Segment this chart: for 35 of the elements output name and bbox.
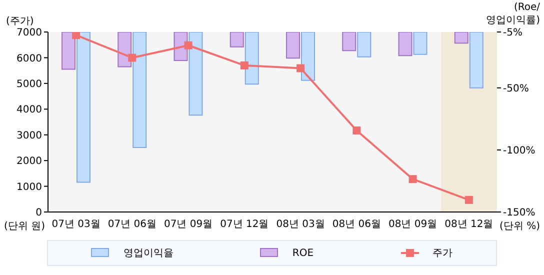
y-tick-label: 1000 [16, 182, 42, 193]
y2-axis-title: (Roe/ 영업이익률) [486, 1, 540, 27]
y2-tick-label: -5% [503, 28, 522, 39]
x-tick-label: 07년 12월 [220, 219, 269, 230]
text: (단위 원) [4, 220, 45, 233]
y2-tick-label: -100% [503, 145, 536, 156]
point [240, 61, 248, 70]
y-axis-title: (주가) [6, 15, 34, 28]
point [72, 32, 80, 40]
text: (단위 %) [500, 220, 540, 233]
x-tick-label: 08년 12월 [444, 219, 494, 230]
y-tick-label: 3000 [16, 130, 42, 142]
point [296, 64, 305, 72]
point [184, 41, 192, 50]
y-tick-label: 2000 [16, 156, 42, 168]
x-tick-label: 07년 03월 [52, 219, 100, 230]
point [408, 175, 417, 184]
y-tick-label: 5000 [16, 78, 42, 90]
y-tick-label: 6000 [16, 53, 42, 64]
x-tick-label: 08년 06월 [332, 219, 382, 230]
legend-label: 영업이익율 [123, 247, 174, 260]
point [128, 54, 136, 62]
point [464, 196, 473, 204]
x-tick-label: 08년 03월 [276, 219, 325, 230]
point [352, 126, 361, 134]
y2-tick-label: -50% [503, 83, 529, 94]
x-tick-label: 07년 06월 [108, 219, 157, 230]
x-tick-label: 08년 09월 [388, 219, 438, 230]
y-tick-label: 7000 [16, 28, 42, 39]
y-tick-label: 0 [36, 208, 42, 219]
x-tick-label: 07년 09월 [164, 219, 213, 230]
y2-tick-label: -150% [503, 208, 536, 219]
legend-label: ROE [292, 248, 314, 258]
y-tick-label: 4000 [16, 104, 42, 116]
legend-label: 주가 [432, 247, 453, 260]
